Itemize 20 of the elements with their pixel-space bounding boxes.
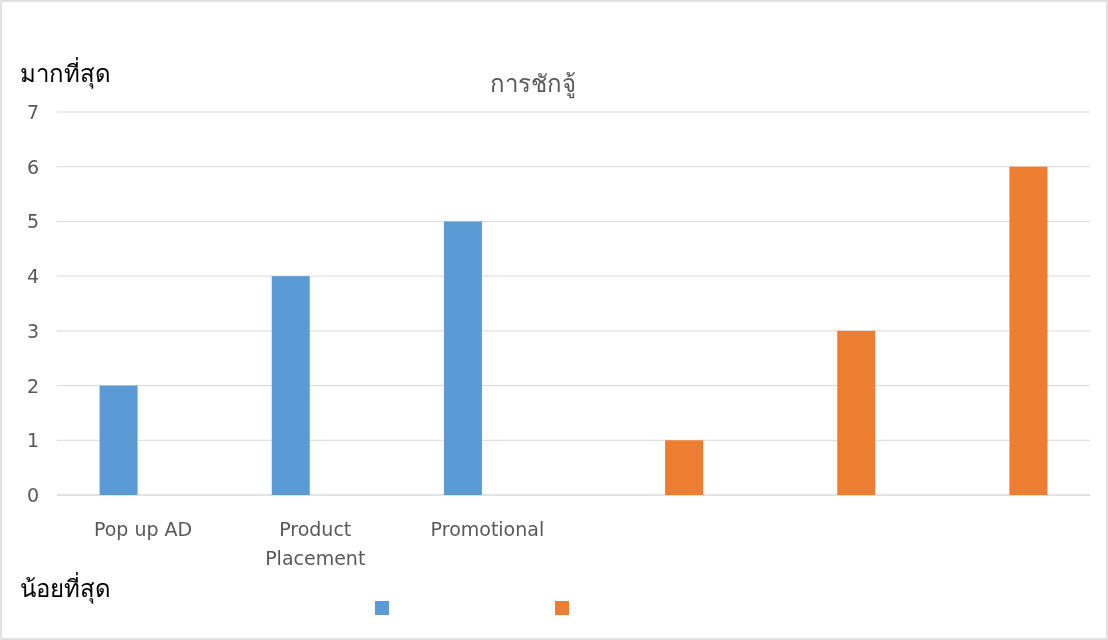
y-tick-label: 0 <box>26 484 40 506</box>
bar <box>837 330 876 495</box>
x-tick-label: Promotional <box>430 518 545 540</box>
y-tick-label: 1 <box>26 429 40 452</box>
bar <box>271 276 310 495</box>
y-tick-label: 7 <box>26 101 40 123</box>
bar <box>665 440 704 495</box>
x-tick-label: Pop up AD <box>93 518 193 540</box>
bar <box>1009 166 1048 495</box>
text: น้อยที่สุด <box>20 572 111 604</box>
y-tick-label: 2 <box>26 374 40 397</box>
y-tick-label: 6 <box>26 155 40 178</box>
y-tick-label: 4 <box>26 265 40 288</box>
text: มากที่สุด <box>20 57 111 89</box>
chart-title: การชักจู้ <box>490 70 576 99</box>
bar <box>99 385 138 495</box>
bar <box>443 221 482 495</box>
y-tick-label: 5 <box>26 210 40 233</box>
x-tick-label: Product Placement <box>265 518 366 569</box>
y-tick-label: 3 <box>26 319 40 342</box>
